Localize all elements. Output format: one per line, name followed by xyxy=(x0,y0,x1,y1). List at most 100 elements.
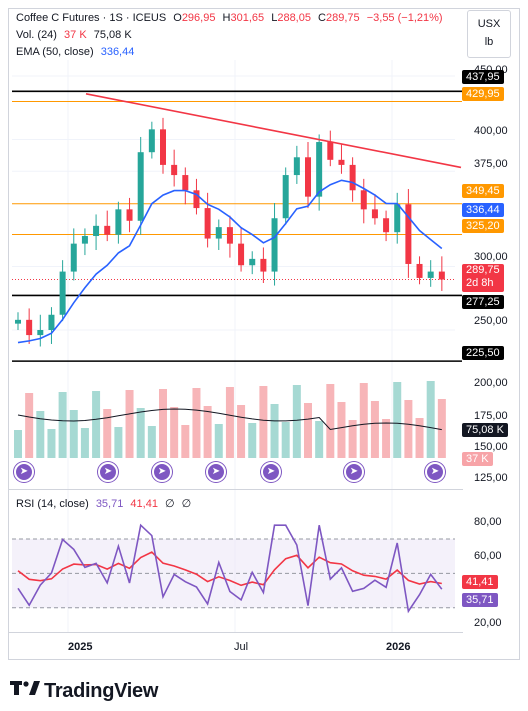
candle-up xyxy=(15,319,21,324)
candle-up xyxy=(271,218,278,272)
price-tick: 175,00 xyxy=(474,410,508,422)
high-value: 301,65 xyxy=(230,12,265,24)
rsi-ma-line xyxy=(17,551,442,587)
replay-event-icon[interactable]: ➤ xyxy=(261,462,281,482)
candle-up xyxy=(293,157,300,176)
candle-down xyxy=(193,190,200,209)
candle-down xyxy=(160,129,166,165)
replay-event-icon[interactable]: ➤ xyxy=(152,462,172,482)
candle-down xyxy=(416,263,423,278)
rsi-empty-1: ∅ xyxy=(165,498,175,510)
candle-down xyxy=(182,175,189,191)
candle-down xyxy=(405,204,412,264)
rsi-tag[interactable]: 35,71 xyxy=(462,593,498,607)
last-price-value: 289,75 xyxy=(466,264,500,276)
volume-legend[interactable]: Vol. (24) 37 K 75,08 K xyxy=(16,29,136,41)
ema-line xyxy=(17,179,443,344)
candle-down xyxy=(226,227,233,244)
volume-bar xyxy=(359,383,368,458)
level-277-tag[interactable]: 277,25 xyxy=(462,295,504,309)
candle-up xyxy=(59,271,66,315)
ema-legend[interactable]: EMA (50, close) 336,44 xyxy=(16,46,138,58)
last-price-tag[interactable]: 289,75 2d 8h xyxy=(462,264,504,292)
volume-label[interactable]: Vol. (24) xyxy=(16,29,57,41)
candle-up xyxy=(427,271,434,278)
candle-up xyxy=(137,152,144,221)
volume-bar xyxy=(192,388,201,458)
low-value: 288,05 xyxy=(277,12,311,24)
candle-down xyxy=(349,164,356,191)
symbol-title[interactable]: Coffee C Futures · 1S · ICEUS xyxy=(16,12,167,24)
trend-line xyxy=(85,92,462,169)
candle-up xyxy=(148,129,155,153)
rsi-ma-tag[interactable]: 41,41 xyxy=(462,575,498,589)
volume-bar xyxy=(315,421,324,458)
volume-bar xyxy=(259,386,268,458)
level-325-tag[interactable]: 325,20 xyxy=(462,219,504,233)
candle-up xyxy=(70,243,77,272)
volume-bar xyxy=(136,408,145,458)
replay-event-icon[interactable]: ➤ xyxy=(98,462,118,482)
volume-bar xyxy=(292,385,301,458)
rsi-line xyxy=(17,523,443,614)
volume-bar xyxy=(393,382,402,458)
currency-unit-selector[interactable]: USX lb xyxy=(467,10,511,58)
volume-bar xyxy=(80,428,89,458)
candle-down xyxy=(305,157,311,197)
rsi-ma-value: 41,41 xyxy=(130,498,158,510)
candle-down xyxy=(171,164,178,176)
x-label-2025: 2025 xyxy=(68,641,93,653)
price-tick: 200,00 xyxy=(474,377,508,389)
currency-label[interactable]: USX xyxy=(477,18,501,30)
price-tick: 375,00 xyxy=(474,158,508,170)
rsi-empty-2: ∅ xyxy=(181,498,192,510)
volume-bar xyxy=(270,404,279,458)
candle-down xyxy=(104,225,111,235)
rsi-label[interactable]: RSI (14, close) xyxy=(16,498,89,510)
volume-bar xyxy=(92,391,101,458)
volume-bar xyxy=(25,393,34,458)
replay-event-icon[interactable]: ➤ xyxy=(206,462,226,482)
brand-name: TradingView xyxy=(44,680,159,702)
volume-bar xyxy=(415,418,424,458)
rsi-tick: 60,00 xyxy=(474,550,502,562)
candle-down xyxy=(338,159,345,165)
price-tick: 250,00 xyxy=(474,315,508,327)
pane-separator[interactable] xyxy=(8,489,463,490)
candle-down xyxy=(260,258,267,272)
vol-tag[interactable]: 37 K xyxy=(462,452,493,466)
ema-label[interactable]: EMA (50, close) xyxy=(16,46,94,58)
level-437-tag[interactable]: 437,95 xyxy=(462,70,504,84)
symbol-legend[interactable]: Coffee C Futures · 1S · ICEUS O296,95 H3… xyxy=(16,12,447,24)
candle-up xyxy=(81,236,88,244)
level-429-tag[interactable]: 429,95 xyxy=(462,87,504,101)
volume-bar xyxy=(159,389,167,458)
close-value: 289,75 xyxy=(326,12,360,24)
level-225-tag[interactable]: 225,50 xyxy=(462,346,504,360)
replay-event-icon[interactable]: ➤ xyxy=(14,462,34,482)
tradingview-logo[interactable]: TradingView xyxy=(10,680,158,703)
volume-bar xyxy=(114,427,123,458)
volume-bar xyxy=(304,403,312,458)
low-label: L xyxy=(271,12,278,24)
candle-up xyxy=(115,209,122,235)
vol-ma-tag[interactable]: 75,08 K xyxy=(462,423,508,437)
candle-up xyxy=(93,225,100,237)
candle-down xyxy=(26,319,33,336)
volume-bar xyxy=(225,387,234,458)
volume-bar xyxy=(326,384,335,458)
rsi-legend[interactable]: RSI (14, close) 35,71 41,41 ∅ ∅ xyxy=(16,497,195,510)
unit-label[interactable]: lb xyxy=(484,36,494,48)
change-value: −3,55 (−1,21%) xyxy=(366,12,443,24)
ema-value-tag[interactable]: 336,44 xyxy=(462,203,504,217)
x-label-2026: 2026 xyxy=(386,641,411,653)
volume-bar xyxy=(437,399,446,458)
replay-event-icon[interactable]: ➤ xyxy=(425,462,445,482)
replay-event-icon[interactable]: ➤ xyxy=(344,462,364,482)
level-349-tag[interactable]: 349,45 xyxy=(462,184,504,198)
volume-bar xyxy=(248,423,257,458)
candle-down xyxy=(204,208,211,239)
chart-frame[interactable] xyxy=(8,8,520,660)
high-label: H xyxy=(222,12,231,24)
